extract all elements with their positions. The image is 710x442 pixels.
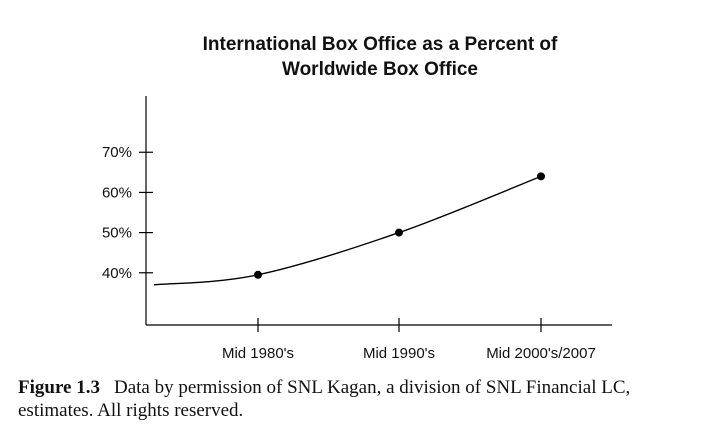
figure-caption-text: Data by permission of SNL Kagan, a divis… bbox=[18, 377, 631, 421]
series-line bbox=[153, 175, 542, 286]
chart-title: International Box Office as a Percent of… bbox=[100, 32, 660, 82]
y-ticks: 40% 50% 60% 70% bbox=[102, 144, 153, 282]
x-tick-label: Mid 1980's bbox=[222, 345, 294, 362]
data-point bbox=[537, 172, 545, 181]
chart-title-line-2: Worldwide Box Office bbox=[281, 59, 478, 80]
y-tick-label: 40% bbox=[102, 265, 132, 282]
data-point bbox=[254, 270, 262, 279]
x-ticks: Mid 1980's Mid 1990's Mid 2000's/2007 bbox=[222, 318, 596, 362]
y-tick-label: 60% bbox=[102, 184, 132, 201]
figure-label: Figure 1.3 bbox=[18, 377, 100, 398]
data-points bbox=[254, 172, 545, 279]
y-tick-label: 70% bbox=[102, 144, 132, 161]
x-tick-label: Mid 2000's/2007 bbox=[486, 345, 596, 362]
chart-title-line-1: International Box Office as a Percent of bbox=[202, 34, 558, 55]
y-tick-label: 50% bbox=[102, 225, 132, 242]
figure-caption: Figure 1.3 Data by permission of SNL Kaga… bbox=[18, 376, 698, 422]
x-tick-label: Mid 1990's bbox=[363, 345, 435, 362]
data-point bbox=[395, 228, 403, 237]
